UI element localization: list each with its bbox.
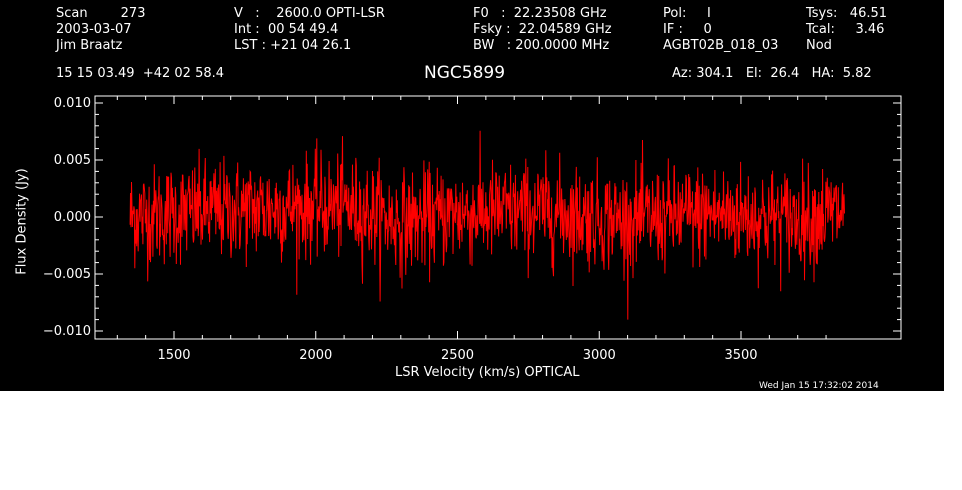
y-tick-label-1: −0.005	[43, 267, 91, 282]
header-lst: LST : +21 04 26.1	[234, 38, 352, 53]
header-integration: Int : 00 54 49.4	[234, 22, 339, 37]
header-scan: Scan 273	[56, 6, 146, 21]
header-f0: F0 : 22.23508 GHz	[473, 6, 607, 21]
spectrum-chart: 1500 2000 2500 3000 3500 −0.010 −0.005 0.000 0.0…	[43, 95, 902, 363]
header-fsky: Fsky : 22.04589 GHz	[473, 22, 612, 37]
y-tick-label-3: 0.005	[54, 153, 91, 168]
x-tick-label-2000: 2000	[299, 348, 332, 363]
header-if: IF : 0	[663, 22, 712, 37]
header-velocity: V : 2600.0 OPTI-LSR	[234, 6, 385, 21]
header-pol: Pol: I	[663, 6, 711, 21]
timestamp: Wed Jan 15 17:32:02 2014	[759, 381, 879, 391]
x-tick-label-3000: 3000	[583, 348, 616, 363]
header-pointing: Az: 304.1 El: 26.4 HA: 5.82	[672, 66, 872, 81]
header-nod: Nod	[806, 38, 832, 53]
header-bw: BW : 200.0000 MHz	[473, 38, 610, 53]
header-tcal: Tcal: 3.46	[806, 22, 885, 37]
spectrum-trace	[129, 130, 845, 320]
y-tick-label-2: 0.000	[54, 210, 91, 225]
y-tick-label-4: 0.010	[54, 96, 91, 111]
y-axis-label: Flux Density (Jy)	[14, 168, 30, 275]
x-tick-label-1500: 1500	[157, 348, 190, 363]
header-tsys: Tsys: 46.51	[806, 6, 888, 21]
header-project: AGBT02B_018_03	[663, 38, 779, 53]
header-observer: Jim Braatz	[56, 38, 123, 53]
y-tick-label-0: −0.010	[43, 324, 91, 339]
x-axis-label: LSR Velocity (km/s) OPTICAL	[395, 365, 580, 380]
x-tick-label-2500: 2500	[441, 348, 474, 363]
header-date: 2003-03-07	[56, 22, 132, 37]
source-name: NGC5899	[424, 63, 506, 83]
x-tick-label-3500: 3500	[724, 348, 757, 363]
header-coords: 15 15 03.49 +42 02 58.4	[56, 66, 225, 81]
